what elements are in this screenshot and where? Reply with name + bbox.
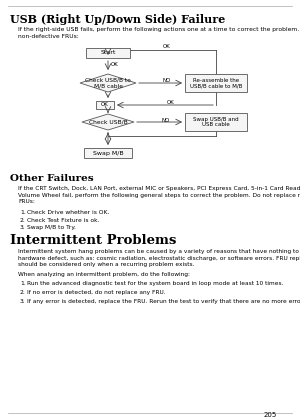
Text: If the CRT Switch, Dock, LAN Port, external MIC or Speakers, PCI Express Card, 5: If the CRT Switch, Dock, LAN Port, exter… (18, 186, 300, 204)
Text: Start: Start (100, 50, 116, 55)
Text: When analyzing an intermittent problem, do the following:: When analyzing an intermittent problem, … (18, 272, 190, 277)
Text: Check USB/B: Check USB/B (88, 120, 128, 124)
FancyBboxPatch shape (185, 113, 247, 131)
Text: 3.: 3. (20, 299, 26, 304)
Text: Run the advanced diagnostic test for the system board in loop mode at least 10 t: Run the advanced diagnostic test for the… (27, 281, 284, 286)
Text: 2.: 2. (20, 218, 26, 223)
Text: NO: NO (162, 79, 171, 84)
FancyBboxPatch shape (185, 74, 247, 92)
Text: 1.: 1. (20, 281, 26, 286)
Text: Swap USB/B and
USB cable: Swap USB/B and USB cable (193, 117, 239, 127)
Text: Check Drive whether is OK.: Check Drive whether is OK. (27, 210, 110, 215)
Polygon shape (80, 74, 136, 92)
FancyBboxPatch shape (96, 101, 114, 109)
Text: If the right-side USB fails, perform the following actions one at a time to corr: If the right-side USB fails, perform the… (18, 27, 300, 39)
Text: Intermittent Problems: Intermittent Problems (10, 234, 176, 247)
Text: If no error is detected, do not replace any FRU.: If no error is detected, do not replace … (27, 290, 166, 295)
Text: If any error is detected, replace the FRU. Rerun the test to verify that there a: If any error is detected, replace the FR… (27, 299, 300, 304)
Text: USB (Right Up/Down Side) Failure: USB (Right Up/Down Side) Failure (10, 14, 225, 25)
FancyBboxPatch shape (84, 148, 132, 158)
Text: OK: OK (111, 62, 119, 67)
Text: Swap M/B to Try.: Swap M/B to Try. (27, 225, 76, 230)
Text: OK: OK (167, 100, 175, 105)
Text: 205: 205 (263, 412, 277, 418)
Text: 1.: 1. (20, 210, 26, 215)
Text: Check USB/B to
M/B cable: Check USB/B to M/B cable (85, 78, 131, 88)
Text: Other Failures: Other Failures (10, 174, 94, 183)
Text: Re-assemble the
USB/B cable to M/B: Re-assemble the USB/B cable to M/B (190, 78, 242, 88)
Text: Check Test Fixture is ok.: Check Test Fixture is ok. (27, 218, 100, 223)
Text: NO: NO (161, 118, 170, 123)
FancyBboxPatch shape (86, 48, 130, 58)
Text: Intermittent system hang problems can be caused by a variety of reasons that hav: Intermittent system hang problems can be… (18, 249, 300, 267)
Text: OK: OK (101, 102, 109, 108)
Polygon shape (82, 114, 134, 130)
Text: 2.: 2. (20, 290, 26, 295)
Text: OK: OK (163, 44, 171, 49)
Text: 3.: 3. (20, 225, 26, 230)
Text: Swap M/B: Swap M/B (93, 150, 123, 155)
